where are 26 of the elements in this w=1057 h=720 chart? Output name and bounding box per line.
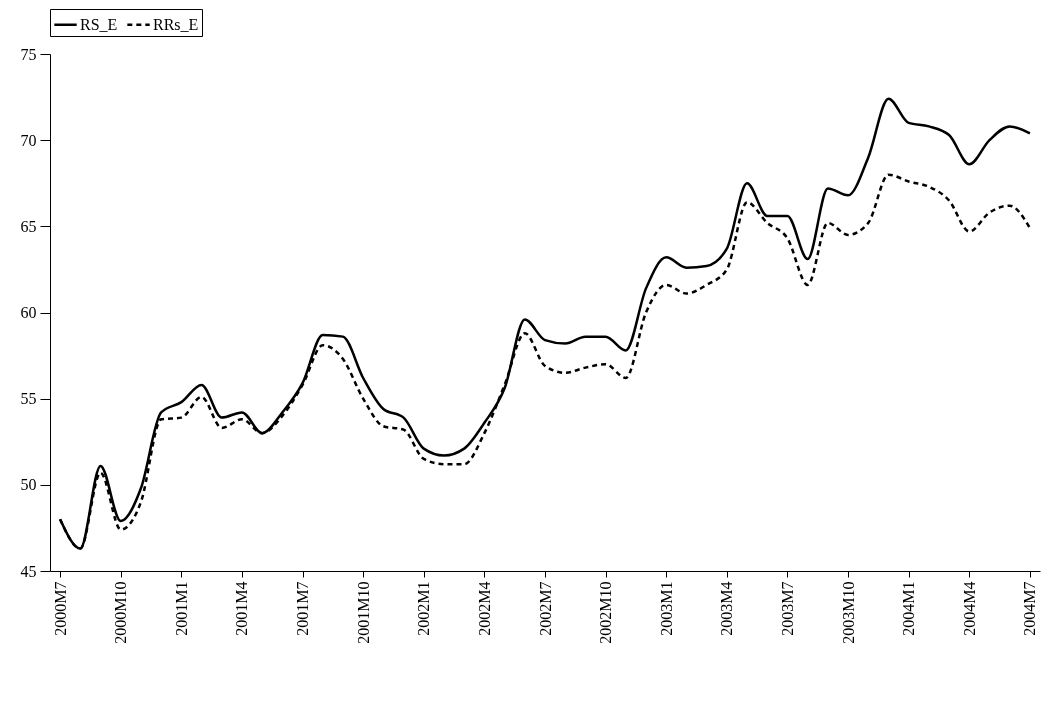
x-tick-label: 2002M4: [475, 581, 493, 636]
x-tick-label: 2002M7: [536, 581, 554, 636]
x-tick-label: 2003M4: [718, 581, 736, 636]
x-tick-label: 2000M7: [51, 581, 69, 636]
x-tick-label: 2003M7: [778, 581, 796, 636]
x-tick-label: 2002M1: [415, 581, 433, 636]
x-tick-label: 2002M10: [597, 581, 615, 644]
x-tick-label: 2003M1: [657, 581, 675, 636]
y-tick-label: 45: [20, 562, 37, 580]
y-tick-label: 55: [20, 390, 37, 408]
y-tick-label: 70: [20, 131, 37, 149]
legend-label: RS_E: [80, 15, 118, 33]
y-tick-label: 50: [20, 476, 37, 494]
x-tick-label: 2003M10: [839, 581, 857, 644]
y-tick-label: 60: [20, 304, 37, 321]
x-tick-label: 2004M1: [900, 581, 918, 636]
x-tick-label: 2001M4: [233, 581, 251, 636]
x-tick-label: 2001M10: [354, 581, 372, 644]
y-tick-label: 75: [20, 45, 37, 63]
legend-label: RRs_E: [153, 15, 199, 33]
x-tick-label: 2004M7: [1021, 581, 1039, 636]
x-tick-label: 2001M1: [172, 581, 190, 636]
x-tick-label: 2000M10: [112, 581, 130, 644]
x-tick-label: 2004M4: [960, 581, 978, 636]
x-tick-label: 2001M7: [294, 581, 312, 636]
y-tick-label: 65: [20, 217, 37, 235]
